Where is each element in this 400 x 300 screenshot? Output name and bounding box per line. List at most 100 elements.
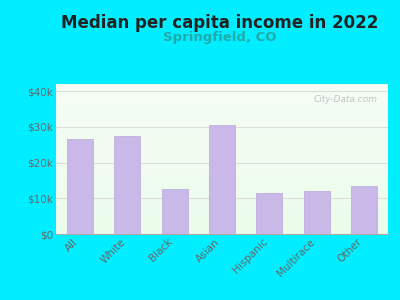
Bar (56, 165, 388, 166)
Bar (56, 225, 388, 226)
Bar (56, 90, 388, 91)
Bar (56, 179, 388, 180)
Bar (56, 153, 388, 154)
Bar (56, 232, 388, 233)
Bar (56, 134, 388, 135)
Bar (56, 137, 388, 138)
Bar (56, 113, 388, 114)
Bar (56, 213, 388, 214)
Bar (56, 87, 388, 88)
Bar (56, 161, 388, 162)
Bar (56, 121, 388, 122)
Text: City-Data.com: City-Data.com (314, 94, 378, 103)
Bar (56, 116, 388, 117)
Bar (56, 132, 388, 133)
Bar (56, 129, 388, 130)
Bar (56, 142, 388, 143)
Bar (56, 196, 388, 197)
Bar (56, 154, 388, 155)
Bar (56, 216, 388, 217)
Bar (56, 194, 388, 195)
Bar (56, 141, 388, 142)
Bar (56, 155, 388, 156)
Bar (56, 193, 388, 194)
Bar (56, 204, 388, 205)
Bar (56, 149, 388, 150)
Bar (56, 133, 388, 134)
Bar (56, 197, 388, 198)
Bar (56, 200, 388, 201)
Bar (56, 214, 388, 215)
Bar (56, 102, 388, 103)
Bar (56, 145, 388, 146)
Bar (56, 169, 388, 170)
Bar (56, 128, 388, 129)
Bar (56, 168, 388, 169)
Bar (56, 169, 388, 170)
Bar (56, 170, 388, 171)
Bar (56, 124, 388, 125)
Bar (56, 171, 388, 172)
Bar (56, 233, 388, 234)
Bar (56, 227, 388, 228)
Bar (56, 182, 388, 183)
Bar (56, 146, 388, 147)
Bar (56, 172, 388, 173)
Bar (56, 156, 388, 157)
Bar (56, 166, 388, 167)
Bar (56, 224, 388, 225)
Bar (56, 119, 388, 120)
Bar (56, 210, 388, 211)
Bar (56, 209, 388, 210)
Bar (56, 85, 388, 86)
Bar (56, 177, 388, 178)
Bar (56, 217, 388, 218)
Bar (56, 131, 388, 132)
Bar (56, 91, 388, 92)
Bar (56, 205, 388, 206)
Bar (56, 136, 388, 137)
Bar (56, 148, 388, 149)
Bar (56, 184, 388, 185)
Bar (56, 114, 388, 115)
Bar (56, 176, 388, 177)
Bar (56, 152, 388, 153)
Bar (56, 85, 388, 86)
Bar (56, 189, 388, 190)
Bar (56, 222, 388, 223)
Bar (56, 163, 388, 164)
Bar (56, 157, 388, 158)
Bar (256, 193, 282, 234)
Bar (56, 97, 388, 98)
Bar (56, 108, 388, 109)
Bar (56, 135, 388, 136)
Bar (56, 98, 388, 99)
Bar (209, 125, 235, 234)
Bar (56, 106, 388, 107)
Bar (56, 139, 388, 140)
Bar (56, 86, 388, 87)
Bar (56, 138, 388, 139)
Bar (56, 115, 388, 116)
Bar (56, 203, 388, 204)
Bar (67, 140, 93, 234)
Bar (56, 198, 388, 199)
Bar (56, 231, 388, 232)
Bar (56, 160, 388, 161)
Bar (56, 125, 388, 126)
Bar (56, 174, 388, 175)
Bar (56, 183, 388, 184)
Bar (56, 105, 388, 106)
Bar (56, 218, 388, 219)
Text: Median per capita income in 2022: Median per capita income in 2022 (61, 14, 379, 32)
Bar (304, 191, 330, 234)
Bar (56, 192, 388, 193)
Bar (56, 117, 388, 118)
Bar (56, 201, 388, 202)
Bar (56, 96, 388, 97)
Bar (56, 107, 388, 108)
Bar (56, 92, 388, 93)
Bar (56, 88, 388, 89)
Bar (56, 109, 388, 110)
Bar (114, 136, 140, 234)
